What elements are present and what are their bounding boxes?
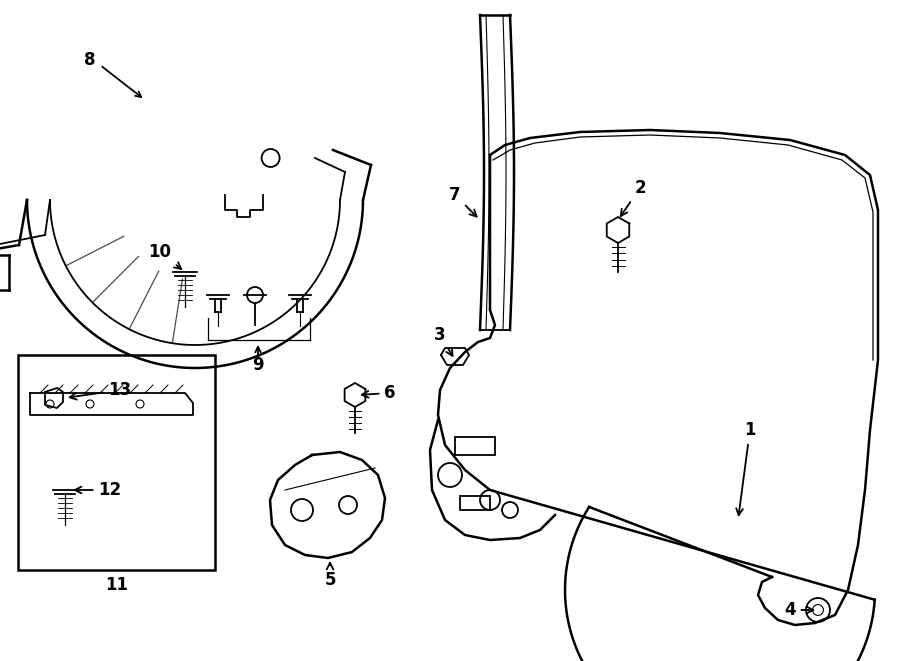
Text: 13: 13: [69, 381, 131, 400]
Text: 9: 9: [252, 356, 264, 374]
Text: 8: 8: [85, 51, 95, 69]
Text: 5: 5: [324, 563, 336, 589]
Text: 4: 4: [784, 601, 814, 619]
Text: 12: 12: [75, 481, 122, 499]
Text: 3: 3: [434, 326, 453, 356]
Bar: [18, 355, 215, 570]
Text: 7: 7: [449, 186, 477, 217]
Text: 2: 2: [621, 179, 646, 216]
Text: 1: 1: [736, 421, 756, 515]
Text: 11: 11: [105, 576, 129, 594]
Bar: [460, 496, 490, 510]
Bar: [455, 437, 495, 455]
Text: 6: 6: [362, 384, 396, 402]
Text: 10: 10: [148, 243, 181, 269]
